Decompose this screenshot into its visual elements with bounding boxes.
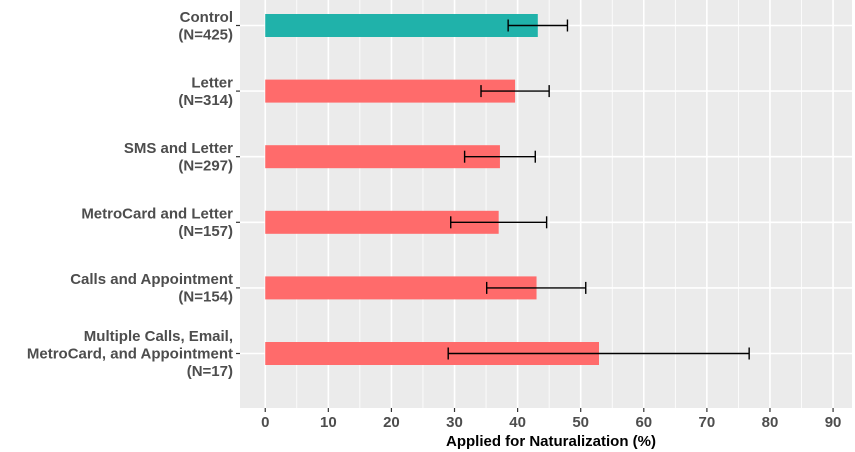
x-tick-label: 60	[635, 414, 652, 431]
error-bar	[450, 216, 548, 229]
category-label: MetroCard, and Appointment	[27, 346, 233, 363]
x-tick-label: 0	[261, 414, 269, 431]
category-label: MetroCard and Letter	[81, 206, 233, 223]
category-label: Multiple Calls, Email,	[84, 328, 233, 345]
x-axis-title: Applied for Naturalization (%)	[446, 433, 656, 450]
x-tick-label: 90	[825, 414, 842, 431]
category-labels: Control(N=425) Letter(N=314) SMS and Lette…	[27, 9, 240, 380]
category-label: SMS and Letter	[124, 140, 233, 157]
x-tick-label: 20	[383, 414, 400, 431]
x-tick-label: 50	[572, 414, 589, 431]
x-tick-label: 40	[509, 414, 526, 431]
error-bars	[447, 19, 750, 360]
category-label: (N=17)	[187, 363, 233, 380]
category-label: Control	[180, 9, 233, 26]
category-label: (N=314)	[178, 92, 233, 109]
x-tick-label: 10	[320, 414, 337, 431]
bar	[265, 276, 537, 300]
category-label: Calls and Appointment	[70, 271, 233, 288]
category-label: (N=157)	[178, 223, 233, 240]
category-label: (N=425)	[178, 26, 233, 43]
x-axis: 0 10 20 30 40 50 60 70 80 90	[261, 408, 841, 431]
category-label: (N=154)	[178, 289, 233, 306]
error-bar	[463, 150, 536, 163]
plot-panel	[240, 0, 852, 408]
bar	[265, 342, 599, 365]
bar	[265, 14, 538, 37]
category-label: (N=297)	[178, 157, 233, 174]
bar	[265, 79, 516, 103]
error-bar	[447, 347, 750, 360]
error-bar	[485, 281, 587, 294]
error-bar	[480, 85, 550, 98]
bar	[265, 145, 500, 169]
bar	[265, 210, 499, 234]
category-label: Letter	[191, 74, 233, 91]
error-bar	[507, 19, 569, 32]
x-tick-label: 30	[446, 414, 463, 431]
bars	[265, 14, 599, 365]
x-tick-label: 80	[762, 414, 779, 431]
x-tick-label: 70	[699, 414, 716, 431]
